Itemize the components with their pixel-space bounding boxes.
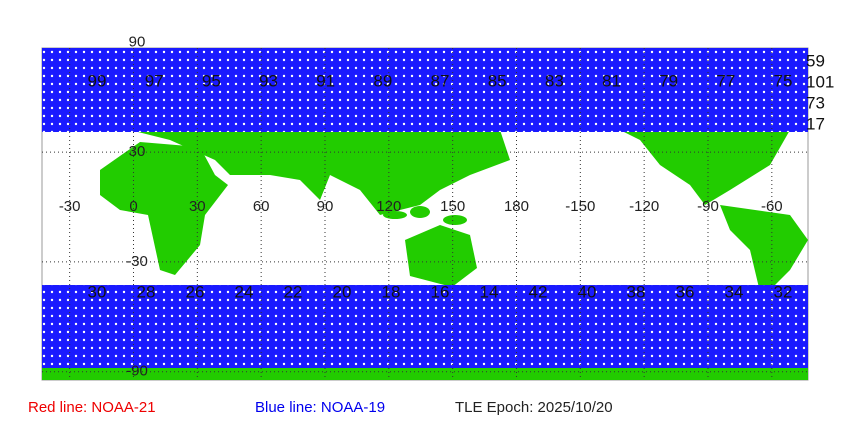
land (42, 130, 808, 380)
lon-label: 60 (253, 198, 270, 215)
orbit-label: 89 (373, 71, 392, 90)
track-band (42, 285, 808, 368)
orbit-label: 38 (627, 282, 646, 301)
orbit-label: 81 (602, 71, 621, 90)
orbit-label: 34 (725, 282, 744, 301)
lon-label: 150 (440, 198, 465, 215)
orbit-label: 75 (774, 71, 793, 90)
orbit-label: 16 (431, 282, 450, 301)
lon-label: -120 (629, 198, 659, 215)
legend-epoch: TLE Epoch: 2025/10/20 (455, 399, 613, 416)
orbit-label: 14 (480, 282, 499, 301)
orbit-label: 20 (333, 282, 352, 301)
orbit-label: 30 (88, 282, 107, 301)
orbit-label: 73 (806, 93, 825, 112)
orbit-label: 95 (202, 71, 221, 90)
lon-label: -30 (59, 198, 81, 215)
lon-label: -150 (565, 198, 595, 215)
legend-blue: Blue line: NOAA-19 (255, 399, 385, 416)
orbit-label: 93 (259, 71, 278, 90)
orbit-label: 79 (659, 71, 678, 90)
orbit-label: 42 (529, 282, 548, 301)
orbit-label: 99 (88, 71, 107, 90)
orbit-label: 32 (774, 282, 793, 301)
orbit-label: 91 (316, 71, 335, 90)
orbit-label: 18 (382, 282, 401, 301)
lon-label: -60 (761, 198, 783, 215)
orbit-label: 97 (145, 71, 164, 90)
lon-label: -90 (697, 198, 719, 215)
orbit-label: 26 (186, 282, 205, 301)
orbit-label: 17 (806, 114, 825, 133)
lat-label: -30 (126, 253, 148, 270)
orbit-label: 101 (806, 72, 834, 91)
orbit-label: 24 (235, 282, 254, 301)
lon-label: 30 (189, 198, 206, 215)
track-band (42, 48, 808, 132)
orbit-label: 36 (676, 282, 695, 301)
orbit-label: 77 (716, 71, 735, 90)
orbit-label: 83 (545, 71, 564, 90)
orbit-label: 28 (137, 282, 156, 301)
orbit-label: 40 (578, 282, 597, 301)
lon-label: 90 (317, 198, 334, 215)
lat-label: 90 (129, 33, 146, 50)
lat-label: 30 (129, 143, 146, 160)
lon-label: 180 (504, 198, 529, 215)
lat-label: -90 (126, 363, 148, 380)
lon-label: 120 (376, 198, 401, 215)
orbit-label: 85 (488, 71, 507, 90)
orbit-label: 59 (806, 51, 825, 70)
orbit-label: 22 (284, 282, 303, 301)
lon-label: 0 (129, 198, 137, 215)
orbit-label: 87 (431, 71, 450, 90)
legend-red: Red line: NOAA-21 (28, 399, 156, 416)
